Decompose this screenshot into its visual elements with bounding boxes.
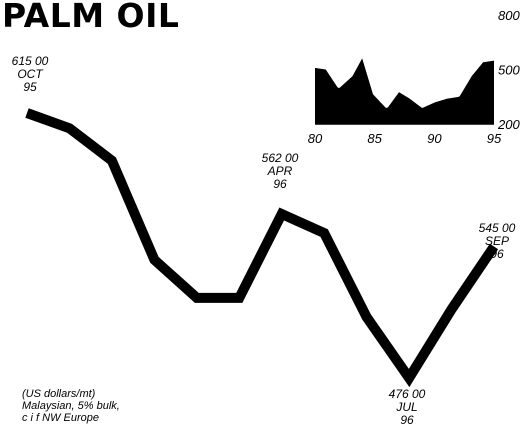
annotation-jul-96: 476 00 JUL 96 xyxy=(385,388,429,427)
inset-y-tick-label: 800 xyxy=(498,8,520,23)
annotation-oct-95: 615 00 OCT 95 xyxy=(8,55,52,94)
inset-x-tick-label: 80 xyxy=(308,131,323,146)
source-note: (US dollars/mt) Malaysian, 5% bulk, c i … xyxy=(22,388,120,424)
annotation-year: 96 xyxy=(400,413,414,427)
inset-area xyxy=(315,53,494,125)
annotation-value: 615 00 xyxy=(11,54,49,68)
annotation-month: OCT xyxy=(17,67,43,81)
note-line: Malaysian, 5% bulk, xyxy=(22,400,120,412)
price-line xyxy=(25,108,499,388)
inset-y-tick-label: 200 xyxy=(497,117,520,132)
annotation-apr-96: 562 00 APR 96 xyxy=(258,152,302,191)
annotation-year: 95 xyxy=(23,80,37,94)
inset-x-tick-label: 85 xyxy=(367,131,382,146)
annotation-month: SEP xyxy=(484,234,509,248)
note-line: c i f NW Europe xyxy=(22,412,100,424)
annotation-month: APR xyxy=(267,164,293,178)
annotation-value: 476 00 xyxy=(388,387,426,401)
inset-line xyxy=(314,51,495,108)
inset-y-tick-label: 500 xyxy=(498,63,520,78)
annotation-value: 562 00 xyxy=(261,151,299,165)
annotation-month: JUL xyxy=(396,400,418,414)
annotation-year: 96 xyxy=(273,177,287,191)
chart-title: PALM OIL xyxy=(2,0,180,35)
inset-x-tick-label: 90 xyxy=(427,131,442,146)
annotation-year: 96 xyxy=(490,247,504,261)
annotation-value: 545 00 xyxy=(478,221,516,235)
annotation-sep-96: 545 00 SEP 96 xyxy=(474,222,520,261)
note-line: (US dollars/mt) xyxy=(22,388,96,400)
inset-x-tick-label: 95 xyxy=(487,131,502,146)
